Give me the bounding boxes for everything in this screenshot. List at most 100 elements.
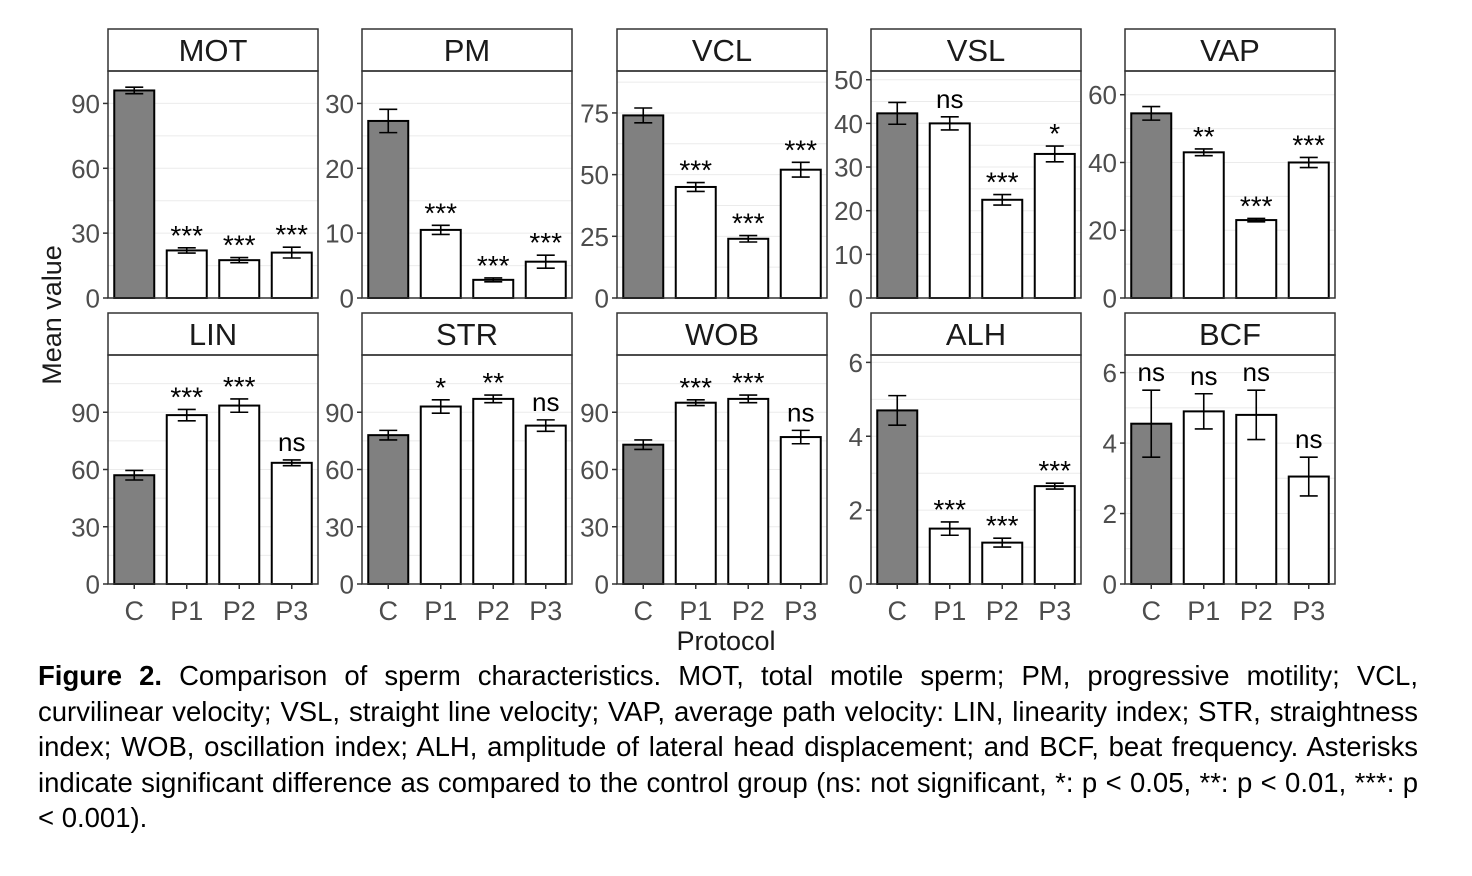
- y-tick-label-bcf: 0: [1103, 570, 1117, 600]
- significance-label-bcf-p1: ns: [1190, 361, 1217, 391]
- y-tick-label-bcf: 6: [1103, 358, 1117, 388]
- y-tick-label-pm: 30: [325, 89, 354, 119]
- x-tick-label-c: C: [634, 596, 654, 626]
- x-tick-label-c: C: [888, 596, 908, 626]
- facet-title-pm: PM: [444, 33, 491, 68]
- bar-pm-p1: [419, 228, 462, 299]
- bar-wob-p3: [779, 436, 822, 585]
- y-tick-label-alh: 4: [849, 422, 863, 452]
- facet-strip-wob: [616, 312, 828, 356]
- facet-title-vcl: VCL: [692, 33, 752, 68]
- significance-label-lin-p1: ***: [170, 381, 203, 412]
- significance-label-vap-p1: **: [1193, 121, 1215, 152]
- bar-vcl-p1: [674, 185, 717, 299]
- bar-str-p3: [524, 424, 567, 585]
- y-tick-label-alh: 0: [849, 570, 863, 600]
- significance-label-pm-p2: ***: [477, 250, 510, 281]
- bar-vcl-c: [622, 114, 665, 299]
- panel-border-mot: [107, 70, 319, 299]
- panel-border-vcl: [616, 70, 828, 299]
- x-tick-label-p2: P2: [477, 596, 510, 626]
- facet-title-vap: VAP: [1200, 33, 1260, 68]
- y-tick-label-vsl: 50: [834, 65, 863, 95]
- y-tick-label-mot: 30: [71, 219, 100, 249]
- y-tick-label-lin: 0: [86, 570, 100, 600]
- bar-alh-p2: [981, 541, 1024, 586]
- facet-strip-lin: [107, 312, 319, 356]
- x-tick-label-p1: P1: [424, 596, 457, 626]
- bar-vcl-p2: [727, 237, 770, 299]
- significance-label-vcl-p3: ***: [784, 134, 817, 165]
- facet-title-str: STR: [436, 317, 498, 352]
- y-tick-label-vcl: 75: [580, 98, 609, 128]
- y-tick-label-vap: 20: [1088, 216, 1117, 246]
- significance-label-str-p3: ns: [532, 387, 559, 417]
- panel-border-vap: [1124, 70, 1336, 299]
- y-tick-label-vsl: 0: [849, 284, 863, 314]
- bar-mot-p3: [270, 251, 313, 300]
- significance-label-wob-p1: ***: [679, 372, 712, 403]
- significance-label-lin-p2: ***: [223, 371, 256, 402]
- x-tick-label-p3: P3: [275, 596, 308, 626]
- facet-title-wob: WOB: [685, 317, 759, 352]
- bar-bcf-p1: [1182, 410, 1225, 585]
- x-tick-label-p1: P1: [1187, 596, 1220, 626]
- facet-strip-pm: [361, 28, 573, 72]
- panel-border-vsl: [870, 70, 1082, 299]
- y-tick-label-str: 30: [325, 512, 354, 542]
- bar-bcf-p2: [1235, 413, 1278, 585]
- y-tick-label-pm: 20: [325, 154, 354, 184]
- x-tick-label-p3: P3: [1292, 596, 1325, 626]
- bar-vsl-p1: [928, 122, 971, 299]
- panel-border-str: [361, 354, 573, 585]
- y-tick-label-mot: 90: [71, 89, 100, 119]
- y-tick-label-vcl: 50: [580, 160, 609, 190]
- facet-strip-alh: [870, 312, 1082, 356]
- y-tick-label-alh: 6: [849, 348, 863, 378]
- y-tick-label-bcf: 2: [1103, 499, 1117, 529]
- x-tick-label-p3: P3: [784, 596, 817, 626]
- caption-text: Comparison of sperm characteristics. MOT…: [38, 660, 1418, 833]
- y-tick-label-vsl: 30: [834, 153, 863, 183]
- y-tick-label-vsl: 20: [834, 196, 863, 226]
- y-tick-label-str: 60: [325, 455, 354, 485]
- y-tick-label-wob: 60: [580, 455, 609, 485]
- significance-label-bcf-p2: ns: [1243, 357, 1270, 387]
- bar-str-p2: [472, 397, 515, 585]
- facet-strip-bcf: [1124, 312, 1336, 356]
- bar-str-c: [367, 434, 410, 585]
- significance-label-vsl-p3: *: [1049, 118, 1060, 149]
- panel-border-wob: [616, 354, 828, 585]
- bar-pm-c: [367, 119, 410, 299]
- bar-vsl-p2: [981, 198, 1024, 299]
- panel-border-bcf: [1124, 354, 1336, 585]
- x-tick-label-p2: P2: [986, 596, 1019, 626]
- y-tick-label-vcl: 0: [595, 284, 609, 314]
- bar-wob-p1: [674, 401, 717, 586]
- x-tick-label-p1: P1: [679, 596, 712, 626]
- bar-alh-c: [876, 409, 919, 585]
- x-tick-label-p2: P2: [732, 596, 765, 626]
- significance-label-vcl-p2: ***: [732, 208, 765, 239]
- bar-vcl-p3: [779, 168, 822, 299]
- y-tick-label-mot: 60: [71, 154, 100, 184]
- y-tick-label-lin: 30: [71, 512, 100, 542]
- bar-mot-p1: [165, 249, 208, 299]
- significance-label-vap-p2: ***: [1240, 190, 1273, 221]
- significance-label-mot-p3: ***: [275, 219, 308, 250]
- significance-label-lin-p3: ns: [278, 427, 305, 457]
- significance-label-pm-p1: ***: [424, 197, 457, 228]
- facet-title-bcf: BCF: [1199, 317, 1261, 352]
- bar-str-p1: [419, 405, 462, 585]
- x-tick-label-p2: P2: [1240, 596, 1273, 626]
- facet-strip-str: [361, 312, 573, 356]
- significance-label-alh-p3: ***: [1038, 455, 1071, 486]
- significance-label-alh-p1: ***: [933, 494, 966, 525]
- significance-label-str-p2: **: [482, 367, 504, 398]
- significance-label-wob-p2: ***: [732, 367, 765, 398]
- significance-label-vcl-p1: ***: [679, 155, 712, 186]
- significance-label-bcf-p3: ns: [1295, 424, 1322, 454]
- caption-label: Figure 2.: [38, 660, 163, 691]
- significance-label-bcf-c: ns: [1138, 357, 1165, 387]
